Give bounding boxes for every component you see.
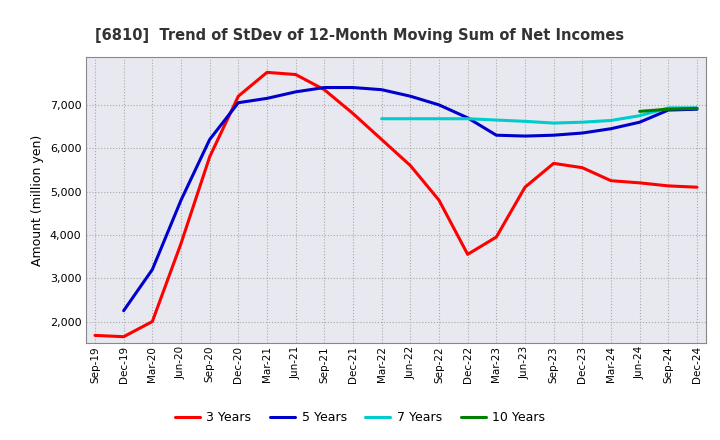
5 Years xyxy=(521,133,529,139)
7 Years xyxy=(578,120,587,125)
Line: 7 Years: 7 Years xyxy=(382,108,697,123)
3 Years xyxy=(205,154,214,160)
5 Years xyxy=(205,137,214,142)
5 Years xyxy=(348,85,357,90)
5 Years xyxy=(176,198,185,203)
Line: 10 Years: 10 Years xyxy=(639,108,697,111)
3 Years xyxy=(292,72,300,77)
7 Years xyxy=(635,113,644,118)
5 Years xyxy=(549,132,558,138)
3 Years xyxy=(464,252,472,257)
3 Years xyxy=(348,111,357,116)
7 Years xyxy=(435,116,444,121)
3 Years xyxy=(521,184,529,190)
3 Years xyxy=(234,94,243,99)
3 Years xyxy=(148,319,157,324)
5 Years xyxy=(292,89,300,95)
7 Years xyxy=(492,117,500,123)
3 Years xyxy=(635,180,644,186)
5 Years xyxy=(234,100,243,105)
Legend: 3 Years, 5 Years, 7 Years, 10 Years: 3 Years, 5 Years, 7 Years, 10 Years xyxy=(170,407,550,429)
10 Years xyxy=(664,106,672,112)
3 Years xyxy=(91,333,99,338)
5 Years xyxy=(435,102,444,107)
7 Years xyxy=(607,118,616,123)
Text: [6810]  Trend of StDev of 12-Month Moving Sum of Net Incomes: [6810] Trend of StDev of 12-Month Moving… xyxy=(96,28,624,43)
3 Years xyxy=(377,137,386,142)
3 Years xyxy=(435,198,444,203)
5 Years xyxy=(263,96,271,101)
3 Years xyxy=(492,235,500,240)
7 Years xyxy=(664,105,672,110)
3 Years xyxy=(263,70,271,75)
5 Years xyxy=(607,126,616,131)
3 Years xyxy=(320,87,328,92)
7 Years xyxy=(693,105,701,110)
10 Years xyxy=(693,106,701,111)
3 Years xyxy=(176,241,185,246)
3 Years xyxy=(120,334,128,339)
7 Years xyxy=(464,116,472,121)
Line: 5 Years: 5 Years xyxy=(124,88,697,311)
5 Years xyxy=(406,94,415,99)
7 Years xyxy=(521,119,529,124)
5 Years xyxy=(377,87,386,92)
7 Years xyxy=(406,116,415,121)
7 Years xyxy=(377,116,386,121)
5 Years xyxy=(148,267,157,272)
5 Years xyxy=(120,308,128,313)
5 Years xyxy=(578,130,587,136)
5 Years xyxy=(664,107,672,113)
3 Years xyxy=(693,184,701,190)
5 Years xyxy=(492,132,500,138)
Line: 3 Years: 3 Years xyxy=(95,72,697,337)
5 Years xyxy=(693,106,701,112)
5 Years xyxy=(635,120,644,125)
7 Years xyxy=(549,121,558,126)
Y-axis label: Amount (million yen): Amount (million yen) xyxy=(32,135,45,266)
3 Years xyxy=(607,178,616,183)
5 Years xyxy=(320,85,328,90)
3 Years xyxy=(578,165,587,170)
5 Years xyxy=(464,115,472,121)
3 Years xyxy=(549,161,558,166)
10 Years xyxy=(635,109,644,114)
3 Years xyxy=(664,183,672,188)
3 Years xyxy=(406,163,415,168)
